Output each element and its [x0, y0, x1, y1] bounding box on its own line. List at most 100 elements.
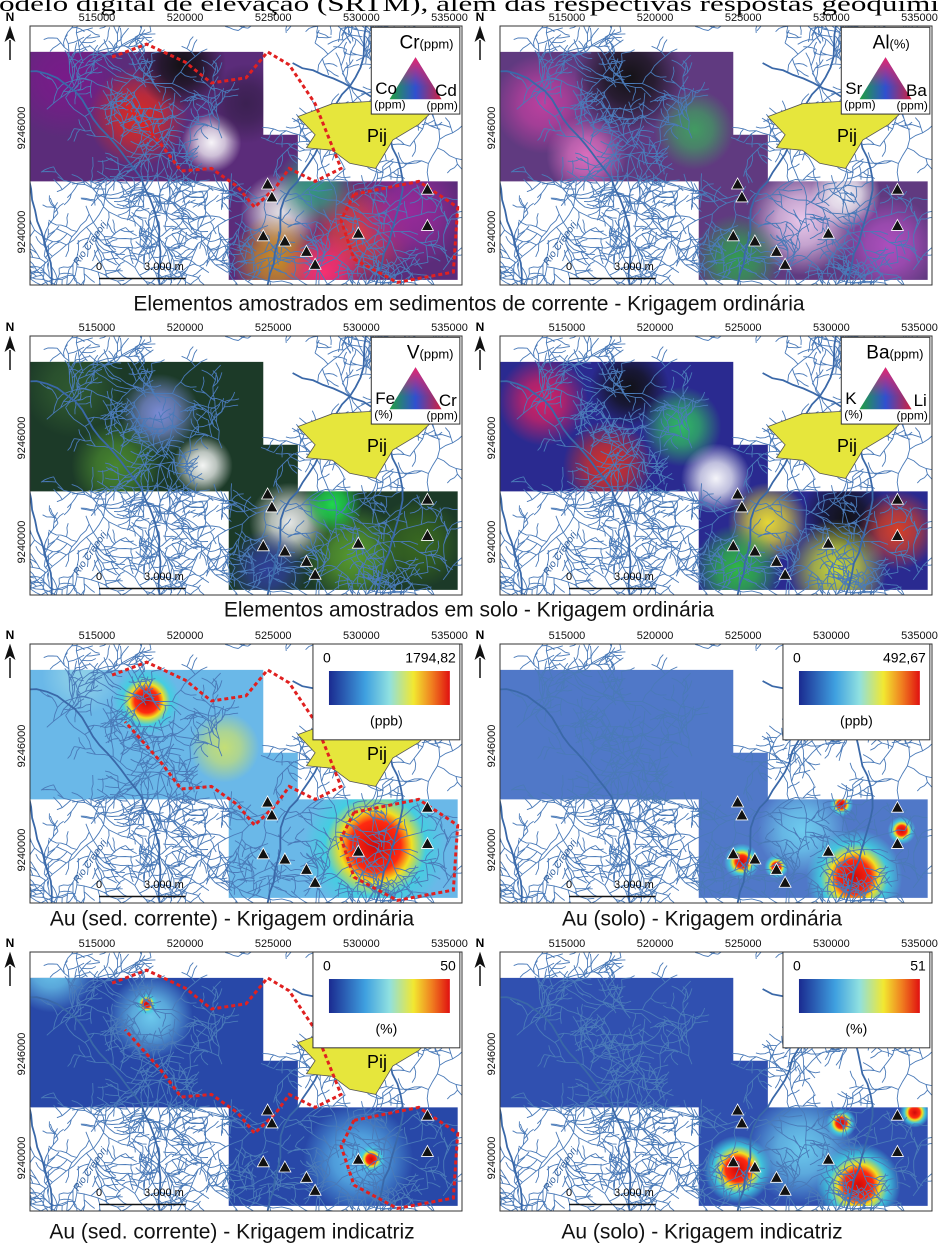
legend-right-unit: (ppm) [426, 408, 457, 422]
scale-length: 3.000 m [614, 879, 654, 891]
scale-zero: 0 [566, 879, 572, 891]
x-tick-label: 535000 [431, 322, 468, 334]
x-tick-label: 520000 [167, 322, 204, 334]
y-tick-label: 9240000 [486, 1137, 498, 1180]
legend-left: K [845, 389, 857, 408]
x-tick-label: 525000 [725, 12, 762, 24]
x-tick-label: 515000 [549, 12, 586, 24]
legend-right: Ba [906, 81, 927, 100]
x-tick-label: 530000 [343, 630, 380, 642]
x-tick-label: 530000 [813, 938, 850, 950]
x-tick-label: 515000 [79, 630, 116, 642]
color-ramp [329, 979, 450, 1013]
legend-unit: (%) [376, 1021, 398, 1037]
legend-right-unit: (ppm) [426, 98, 457, 112]
legend-min: 0 [793, 650, 801, 666]
legend-top-unit: (ppm) [420, 347, 454, 362]
scale-length: 3.000 m [144, 879, 184, 891]
raster-blob [113, 667, 181, 735]
y-tick-label: 9240000 [486, 829, 498, 872]
x-tick-label: 520000 [167, 12, 204, 24]
x-tick-label: 515000 [79, 322, 116, 334]
raster-blob [189, 713, 259, 783]
scale-length: 3.000 m [614, 571, 654, 583]
legend-min: 0 [323, 958, 331, 974]
x-tick-label: 520000 [167, 630, 204, 642]
legend-top: Ba [866, 342, 890, 363]
geology-label: Pij [837, 126, 857, 146]
y-tick-label: 9240000 [16, 829, 28, 872]
x-tick-label: 530000 [343, 12, 380, 24]
scale-length: 3.000 m [144, 261, 184, 273]
scale-length: 3.000 m [144, 571, 184, 583]
y-tick-label: 9240000 [16, 1137, 28, 1180]
color-ramp [799, 979, 920, 1013]
x-tick-label: 535000 [901, 322, 938, 334]
scale-zero: 0 [566, 571, 572, 583]
panel-caption: Au (sed. corrente) - Krigagem indicatriz [49, 1221, 414, 1244]
legend-right: Cr [439, 391, 457, 410]
legend-left-unit: (%) [374, 407, 393, 421]
y-tick-label: 9246000 [486, 725, 498, 768]
y-tick-label: 9246000 [16, 725, 28, 768]
x-tick-label: 520000 [167, 938, 204, 950]
color-ramp [799, 671, 920, 705]
legend-top-unit: (%) [890, 37, 910, 52]
panel-caption: Au (solo) - Krigagem indicatriz [561, 1221, 842, 1244]
y-tick-label: 9246000 [16, 417, 28, 460]
legend-left: Fe [375, 389, 395, 408]
legend-right-unit: (ppm) [896, 98, 927, 112]
x-tick-label: 535000 [431, 630, 468, 642]
legend-min: 0 [793, 958, 801, 974]
legend-top: V [407, 342, 420, 363]
x-tick-label: 530000 [813, 12, 850, 24]
x-tick-label: 525000 [725, 938, 762, 950]
scale-zero: 0 [566, 261, 572, 273]
legend-left: Sr [845, 79, 862, 98]
x-tick-label: 535000 [901, 12, 938, 24]
x-tick-label: 520000 [637, 630, 674, 642]
legend-right: Cd [435, 81, 457, 100]
color-ramp [329, 671, 450, 705]
legend-unit: (ppb) [840, 713, 873, 729]
y-tick-label: 9240000 [16, 521, 28, 564]
legend-left-unit: (%) [844, 407, 863, 421]
north-label: N [6, 628, 15, 642]
x-tick-label: 535000 [901, 938, 938, 950]
legend-top: Al [873, 32, 890, 53]
legend-left: Co [375, 79, 397, 98]
legend-unit: (%) [846, 1021, 868, 1037]
scale-zero: 0 [96, 571, 102, 583]
x-tick-label: 515000 [79, 12, 116, 24]
legend-top: Cr [399, 32, 420, 53]
raster-blob [654, 90, 734, 170]
x-tick-label: 525000 [255, 322, 292, 334]
legend-max: 1794,82 [405, 650, 456, 666]
x-tick-label: 530000 [813, 322, 850, 334]
legend-min: 0 [323, 650, 331, 666]
x-tick-label: 535000 [431, 938, 468, 950]
y-tick-label: 9246000 [486, 107, 498, 150]
x-tick-label: 515000 [549, 938, 586, 950]
x-tick-label: 530000 [813, 630, 850, 642]
y-tick-label: 9240000 [16, 211, 28, 254]
y-tick-label: 9246000 [486, 417, 498, 460]
scale-zero: 0 [566, 1187, 572, 1199]
x-tick-label: 525000 [725, 630, 762, 642]
x-tick-label: 515000 [549, 322, 586, 334]
x-tick-label: 525000 [255, 12, 292, 24]
legend-max: 51 [910, 958, 926, 974]
legend-max: 492,67 [883, 650, 926, 666]
y-tick-label: 9240000 [486, 521, 498, 564]
figure-caption: odelo digital de elevação (SRTM), além d… [0, 0, 938, 16]
north-label: N [6, 936, 15, 950]
y-tick-label: 9240000 [486, 211, 498, 254]
geology-label: Pij [367, 126, 387, 146]
legend-max: 50 [440, 958, 456, 974]
legend-right-unit: (ppm) [896, 408, 927, 422]
geology-label: Pij [367, 744, 387, 764]
y-tick-label: 9246000 [16, 1033, 28, 1076]
x-tick-label: 515000 [549, 630, 586, 642]
x-tick-label: 525000 [255, 938, 292, 950]
geology-label: Pij [367, 436, 387, 456]
